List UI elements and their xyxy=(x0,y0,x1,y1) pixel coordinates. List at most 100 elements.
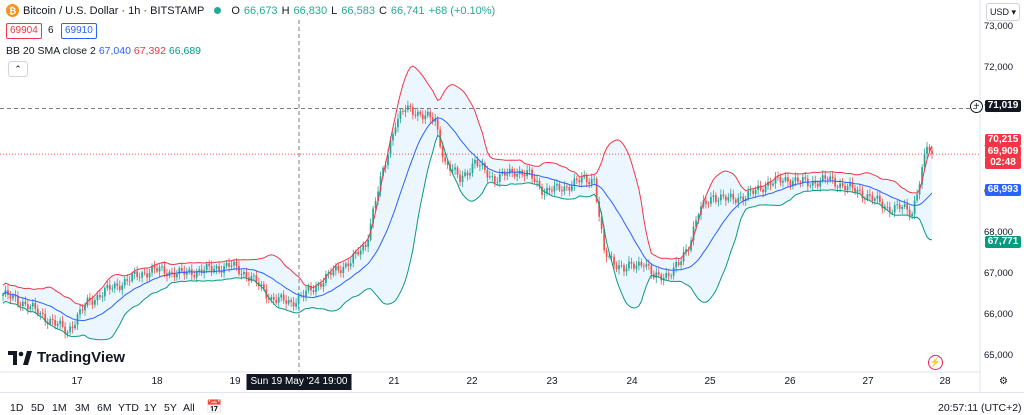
add-alert-plus-icon[interactable]: + xyxy=(970,100,983,113)
clock-timezone[interactable]: 20:57:11 (UTC+2) xyxy=(938,402,1022,414)
candle-body xyxy=(394,127,397,134)
timeframe-button-1y[interactable]: 1Y xyxy=(144,402,157,414)
date-range-calendar-icon[interactable]: 📅 xyxy=(206,399,223,414)
candle-body xyxy=(896,204,899,206)
candle-body xyxy=(195,271,198,278)
candle-body xyxy=(446,161,449,165)
candle-body xyxy=(44,313,47,322)
candle-body xyxy=(891,212,894,214)
candle-body xyxy=(787,177,789,182)
candle-body xyxy=(682,252,685,262)
candle-body xyxy=(506,173,509,176)
candle-body xyxy=(171,271,173,273)
timeframe-button-all[interactable]: All xyxy=(183,402,195,414)
candle-body xyxy=(320,283,322,287)
candle-body xyxy=(36,308,39,315)
candle-body xyxy=(230,265,233,267)
candle-body xyxy=(792,180,794,186)
candle-body xyxy=(677,262,680,266)
candle-body xyxy=(710,197,712,204)
gear-icon[interactable]: ⚙ xyxy=(999,376,1008,387)
candle-body xyxy=(357,251,360,255)
candle-body xyxy=(556,183,558,186)
timeframe-button-1d[interactable]: 1D xyxy=(10,402,24,414)
candle-body xyxy=(893,205,896,213)
candle-body xyxy=(223,266,225,273)
candle-body xyxy=(342,266,345,273)
candle-body xyxy=(469,172,471,176)
candle-body xyxy=(546,187,548,194)
candle-body xyxy=(831,176,834,179)
candle-body xyxy=(31,303,34,307)
timeframe-button-1m[interactable]: 1M xyxy=(52,402,67,414)
candle-body xyxy=(635,265,638,269)
indicator-legend[interactable]: BB 20 SMA close 2 67,040 67,392 66,689 xyxy=(6,45,201,57)
candle-body xyxy=(277,297,280,303)
candle-body xyxy=(372,208,374,224)
candle-body xyxy=(138,276,141,278)
candle-body xyxy=(861,190,864,199)
candle-body xyxy=(156,268,158,272)
candle-body xyxy=(908,209,911,217)
candle-body xyxy=(235,261,238,266)
sell-price-button[interactable]: 69904 xyxy=(6,23,42,39)
time-tick-label: 21 xyxy=(388,376,400,387)
currency-selector[interactable]: USD ▾ xyxy=(986,3,1020,21)
candle-body xyxy=(302,295,305,297)
candle-body xyxy=(854,187,856,193)
candle-body xyxy=(34,303,37,309)
candle-body xyxy=(553,185,556,192)
candle-body xyxy=(233,261,235,266)
candle-body xyxy=(903,203,906,207)
candle-body xyxy=(436,119,439,130)
candle-body xyxy=(367,239,370,247)
candle-body xyxy=(886,206,889,208)
timeframe-button-6m[interactable]: 6M xyxy=(97,402,112,414)
candle-body xyxy=(866,194,869,200)
candle-body xyxy=(888,206,891,213)
candle-body xyxy=(859,189,861,191)
candle-body xyxy=(220,270,223,273)
candle-body xyxy=(392,133,394,141)
tradingview-logo[interactable]: TradingView xyxy=(8,349,125,366)
candle-body xyxy=(339,270,342,273)
candle-body xyxy=(143,272,146,274)
bollinger-upper-line xyxy=(2,65,933,307)
candle-body xyxy=(14,295,17,297)
candle-body xyxy=(538,180,541,187)
candle-body xyxy=(630,261,633,264)
candle-body xyxy=(926,146,928,154)
candle-body xyxy=(717,200,720,202)
candle-body xyxy=(81,309,84,311)
timeframe-button-3m[interactable]: 3M xyxy=(75,402,90,414)
open-value: 66,673 xyxy=(243,4,278,17)
candle-body xyxy=(185,271,188,275)
candle-body xyxy=(215,266,218,269)
candle-body xyxy=(819,180,822,187)
candle-body xyxy=(563,186,566,192)
candle-body xyxy=(99,295,101,298)
candle-body xyxy=(280,294,283,298)
timeframe-button-5y[interactable]: 5Y xyxy=(164,402,177,414)
buy-price-button[interactable]: 69910 xyxy=(61,23,97,39)
symbol-title[interactable]: Bitcoin / U.S. Dollar · 1h · BITSTAMP xyxy=(23,4,205,17)
candle-body xyxy=(605,250,608,258)
candle-body xyxy=(9,294,12,299)
candle-body xyxy=(685,249,687,253)
timeframe-button-5d[interactable]: 5D xyxy=(31,402,45,414)
price-tick-label: 68,000 xyxy=(984,226,1014,238)
candle-body xyxy=(583,175,586,178)
candle-body xyxy=(754,189,757,194)
candle-body xyxy=(898,204,901,209)
candle-body xyxy=(575,178,578,181)
candle-body xyxy=(270,296,273,300)
timeframe-button-ytd[interactable]: YTD xyxy=(118,402,139,414)
candle-body xyxy=(133,271,136,274)
candle-body xyxy=(580,177,583,183)
candle-body xyxy=(287,300,290,304)
lightning-icon[interactable]: ⚡ xyxy=(928,355,943,370)
candle-body xyxy=(466,172,469,176)
candle-body xyxy=(496,181,499,183)
collapse-legend-button[interactable]: ⌃ xyxy=(8,61,28,77)
